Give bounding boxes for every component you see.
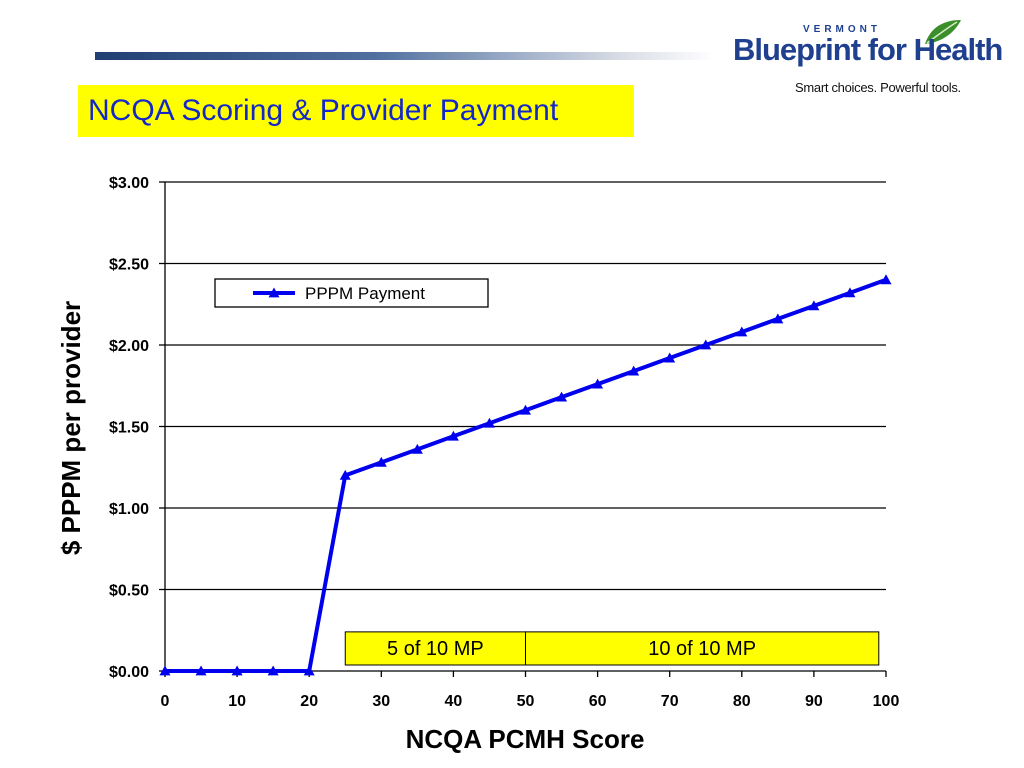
- chart-series: [159, 274, 892, 676]
- data-point-marker: [411, 443, 423, 454]
- chart-legend: PPPM Payment: [214, 278, 489, 308]
- y-tick-label: $0.00: [109, 664, 149, 681]
- x-tick-label: 100: [873, 693, 900, 710]
- annotation-label: 5 of 10 MP: [387, 638, 484, 660]
- legend-swatch-marker: [268, 287, 280, 298]
- data-point-marker: [520, 404, 531, 415]
- data-point-marker: [556, 391, 568, 402]
- chart-annotations: 5 of 10 MP 10 of 10 MP: [344, 631, 880, 666]
- data-point-marker: [231, 665, 243, 676]
- logo-state: VERMONT: [803, 24, 881, 35]
- x-axis-label: NCQA PCMH Score: [406, 724, 645, 754]
- data-point-marker: [447, 430, 459, 441]
- data-point-marker: [664, 352, 676, 363]
- data-point-marker: [592, 378, 604, 389]
- annotation-label: 10 of 10 MP: [648, 638, 756, 660]
- slide-title: NCQA Scoring & Provider Payment: [88, 94, 559, 127]
- data-point-marker: [880, 274, 892, 285]
- header-accent-bar: [95, 52, 715, 60]
- data-point-marker: [303, 665, 315, 676]
- data-point-marker: [339, 469, 351, 480]
- y-tick-label: $1.00: [109, 501, 149, 518]
- logo-tagline: Smart choices. Powerful tools.: [795, 80, 961, 95]
- data-point-marker: [700, 339, 712, 350]
- x-tick-label: 70: [661, 693, 679, 710]
- data-point-marker: [772, 313, 784, 324]
- slide-title-box: NCQA Scoring & Provider Payment: [78, 85, 634, 137]
- y-axis-label: $ PPPM per provider: [56, 301, 86, 555]
- x-axis-ticks: 0 10 20 30 40 50 60 70 80 90 100: [161, 671, 900, 710]
- x-tick-label: 20: [300, 693, 318, 710]
- data-point-marker: [483, 417, 495, 428]
- data-point-marker: [844, 287, 856, 298]
- x-tick-label: 0: [161, 693, 170, 710]
- x-tick-label: 90: [805, 693, 823, 710]
- x-tick-label: 60: [589, 693, 607, 710]
- y-tick-label: $3.00: [109, 175, 149, 192]
- y-tick-label: $1.50: [109, 420, 149, 437]
- data-point-marker: [159, 665, 171, 676]
- data-point-marker: [195, 665, 207, 676]
- data-point-marker: [267, 665, 279, 676]
- logo-name: Blueprint for Health: [733, 32, 1003, 67]
- y-tick-label: $2.50: [109, 257, 149, 274]
- data-point-marker: [808, 300, 820, 311]
- x-tick-label: 40: [445, 693, 463, 710]
- x-tick-label: 10: [228, 693, 246, 710]
- leaf-icon: [925, 20, 961, 44]
- data-point-marker: [736, 326, 748, 337]
- annotation-box: [525, 631, 880, 666]
- y-axis-ticks: $0.00 $0.50 $1.00 $1.50 $2.00 $2.50 $3.00: [109, 175, 165, 681]
- data-point-marker: [628, 365, 640, 376]
- x-tick-label: 80: [733, 693, 751, 710]
- legend-label: PPPM Payment: [305, 284, 425, 303]
- series-line: [165, 277, 887, 673]
- x-tick-label: 30: [372, 693, 390, 710]
- y-tick-label: $0.50: [109, 583, 149, 600]
- data-point-marker: [375, 456, 387, 467]
- chart-gridlines: [165, 181, 886, 591]
- x-tick-label: 50: [517, 693, 535, 710]
- y-tick-label: $2.00: [109, 338, 149, 355]
- blueprint-logo: VERMONT Blueprint for Health Smart choic…: [733, 18, 1003, 100]
